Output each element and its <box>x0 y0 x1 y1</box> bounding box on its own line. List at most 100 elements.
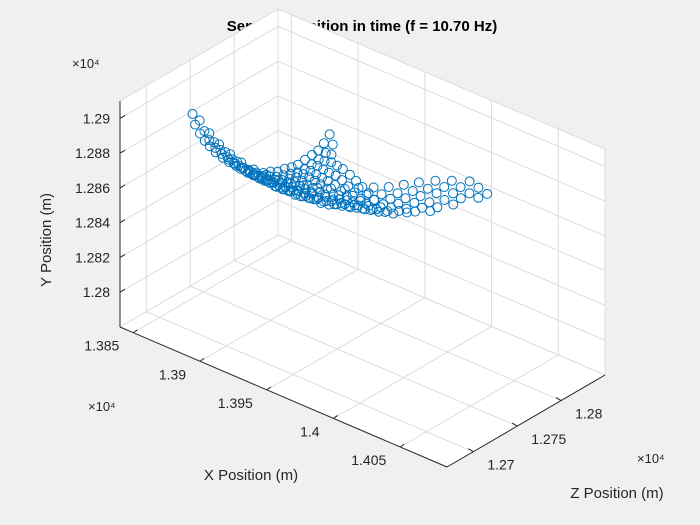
data-points <box>187 108 493 219</box>
z-tick-label: 1.275 <box>531 431 566 447</box>
data-point <box>225 149 236 160</box>
data-point <box>210 142 221 153</box>
data-point <box>392 188 403 199</box>
data-point <box>285 168 296 179</box>
data-point <box>292 167 303 178</box>
data-point <box>448 199 459 210</box>
x-tick-label: 1.405 <box>351 452 386 468</box>
z-tick-mark <box>511 422 518 427</box>
data-point <box>324 167 334 178</box>
data-point <box>268 177 279 188</box>
data-point <box>194 115 205 126</box>
data-point <box>327 139 338 150</box>
data-point <box>430 175 441 186</box>
z-tick-label: 1.27 <box>487 457 514 473</box>
z-grid-line <box>190 285 518 427</box>
data-point <box>298 169 309 180</box>
y-tick-mark <box>119 114 126 119</box>
data-point <box>361 189 372 200</box>
data-point <box>227 154 238 165</box>
data-point <box>446 175 457 186</box>
data-point <box>344 201 354 212</box>
x-tick-label: 1.39 <box>159 366 186 382</box>
x-tick-label: 1.395 <box>218 395 253 411</box>
data-point <box>482 188 493 199</box>
data-point <box>455 193 466 204</box>
data-point <box>332 160 342 171</box>
data-point <box>304 172 315 183</box>
data-point <box>353 183 364 193</box>
data-point <box>286 162 297 173</box>
y-tick-mark <box>119 149 126 154</box>
data-point <box>261 169 272 180</box>
data-point <box>204 128 215 139</box>
data-point <box>214 139 225 150</box>
z-tick-label: 1.28 <box>575 406 602 422</box>
data-point <box>236 157 247 168</box>
x-tick-mark <box>133 329 138 334</box>
data-point <box>439 182 450 192</box>
x-tick-label: 1.385 <box>84 338 119 354</box>
data-point <box>401 203 412 214</box>
data-point <box>284 173 295 184</box>
data-point <box>222 152 233 163</box>
x-tick-label: 1.4 <box>300 423 320 439</box>
data-point <box>343 181 354 192</box>
data-point <box>297 175 307 186</box>
data-point <box>376 189 387 200</box>
z-tick-mark <box>555 397 562 401</box>
data-point <box>232 156 243 167</box>
data-point <box>273 175 284 186</box>
y-tick-mark <box>119 184 126 189</box>
y-tick-label: 1.28 <box>83 284 110 300</box>
y-tick-mark <box>119 288 126 293</box>
y-tick-label: 1.282 <box>75 249 110 265</box>
data-point <box>288 185 299 196</box>
data-point <box>204 135 215 146</box>
data-point <box>292 159 303 170</box>
data-point <box>220 147 231 158</box>
x-axis-line <box>119 326 448 468</box>
data-point <box>415 191 426 201</box>
data-point <box>312 161 323 171</box>
data-point <box>320 189 331 200</box>
data-point <box>286 178 296 189</box>
data-point <box>317 172 327 183</box>
y-tick-label: 1.284 <box>75 215 110 231</box>
data-point <box>351 175 362 186</box>
y-axis-label: Y Position (m) <box>38 193 55 287</box>
data-point <box>309 175 320 186</box>
data-point <box>329 199 340 210</box>
data-point <box>300 154 310 165</box>
data-point <box>413 177 424 188</box>
data-point <box>431 188 442 199</box>
data-point <box>345 202 356 213</box>
data-point <box>312 182 323 193</box>
y-tick-label: 1.288 <box>75 145 110 161</box>
data-point <box>369 194 380 205</box>
data-point <box>439 195 450 205</box>
y-tick-mark <box>119 219 126 224</box>
data-point <box>357 203 368 214</box>
data-point <box>209 137 220 148</box>
data-point <box>316 198 326 208</box>
data-point <box>402 207 412 218</box>
data-point <box>295 191 306 202</box>
y-multiplier: ×10⁴ <box>72 56 100 71</box>
x-multiplier: ×10⁴ <box>88 399 116 414</box>
axis-ticks: 1.28 1.282 1.284 1.286 1.288 1.29 1.385 1.39 1.3… <box>75 110 603 472</box>
data-point <box>422 183 433 194</box>
data-point <box>298 180 309 191</box>
axes-box <box>118 8 607 468</box>
data-point <box>333 190 344 201</box>
data-point <box>306 159 317 170</box>
data-point <box>473 192 484 203</box>
data-point <box>473 182 484 193</box>
data-point <box>272 166 283 177</box>
z-grid-line <box>233 260 562 402</box>
data-point <box>279 163 290 174</box>
data-point <box>455 182 466 193</box>
data-point <box>424 197 435 208</box>
data-point <box>233 160 244 171</box>
data-point <box>448 188 458 199</box>
